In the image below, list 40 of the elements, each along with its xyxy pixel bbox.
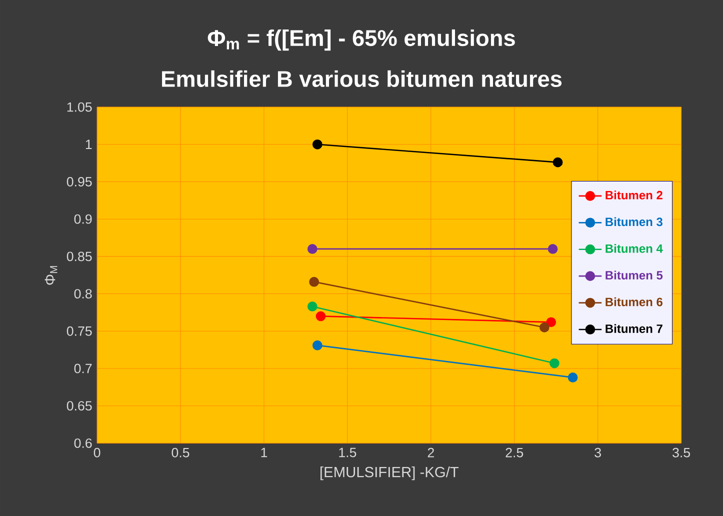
point bbox=[548, 244, 558, 254]
point bbox=[316, 311, 326, 322]
point bbox=[309, 276, 319, 287]
y-tick-label: 0.7 bbox=[74, 364, 92, 374]
legend-label: Bitumen 3 bbox=[606, 217, 662, 226]
y-tick-label: 1 bbox=[86, 140, 92, 149]
chart-title: Φ$_{m}$ = f([Em] - 65% emulsions bbox=[208, 29, 515, 50]
legend-label: Bitumen 5 bbox=[606, 270, 663, 280]
point bbox=[539, 322, 550, 332]
legend-label: Bitumen 2 bbox=[606, 190, 662, 200]
point bbox=[307, 244, 318, 254]
point bbox=[552, 157, 563, 168]
x-tick-label: 1.5 bbox=[339, 448, 356, 458]
x-tick-label: 2.5 bbox=[506, 448, 524, 458]
legend-label: Bitumen 6 bbox=[606, 297, 662, 306]
point bbox=[568, 372, 578, 382]
point bbox=[312, 139, 322, 150]
point bbox=[546, 317, 556, 328]
y-tick-label: 0.9 bbox=[74, 214, 92, 224]
legend-label: Bitumen 7 bbox=[606, 324, 662, 333]
y-tick-label: 1.05 bbox=[67, 102, 92, 112]
legend-label: Bitumen 4 bbox=[606, 244, 663, 253]
x-tick-label: 0.5 bbox=[172, 448, 190, 458]
x-tick-label: 3.5 bbox=[672, 448, 690, 458]
point bbox=[550, 358, 560, 368]
y-tick-label: 0.85 bbox=[66, 252, 92, 262]
x-axis-title: [EMULSIFIER] -KG/T bbox=[320, 466, 459, 480]
x-tick-label: 0 bbox=[94, 448, 100, 458]
chart-subtitle: Emulsifier B various bitumen natures bbox=[162, 70, 562, 87]
y-tick-label: 0.6 bbox=[74, 438, 92, 448]
x-tick-label: 1 bbox=[261, 448, 268, 457]
y-tick-label: 0.75 bbox=[66, 326, 92, 336]
y-tick-label: 0.65 bbox=[66, 401, 92, 410]
x-tick-label: 3 bbox=[594, 448, 601, 458]
point bbox=[307, 301, 318, 312]
y-axis-title: Φ$_{M}$ bbox=[44, 266, 58, 285]
y-tick-label: 0.8 bbox=[74, 288, 92, 298]
y-tick-label: 0.95 bbox=[66, 176, 92, 186]
x-tick-label: 2 bbox=[428, 448, 434, 458]
point bbox=[312, 340, 322, 350]
